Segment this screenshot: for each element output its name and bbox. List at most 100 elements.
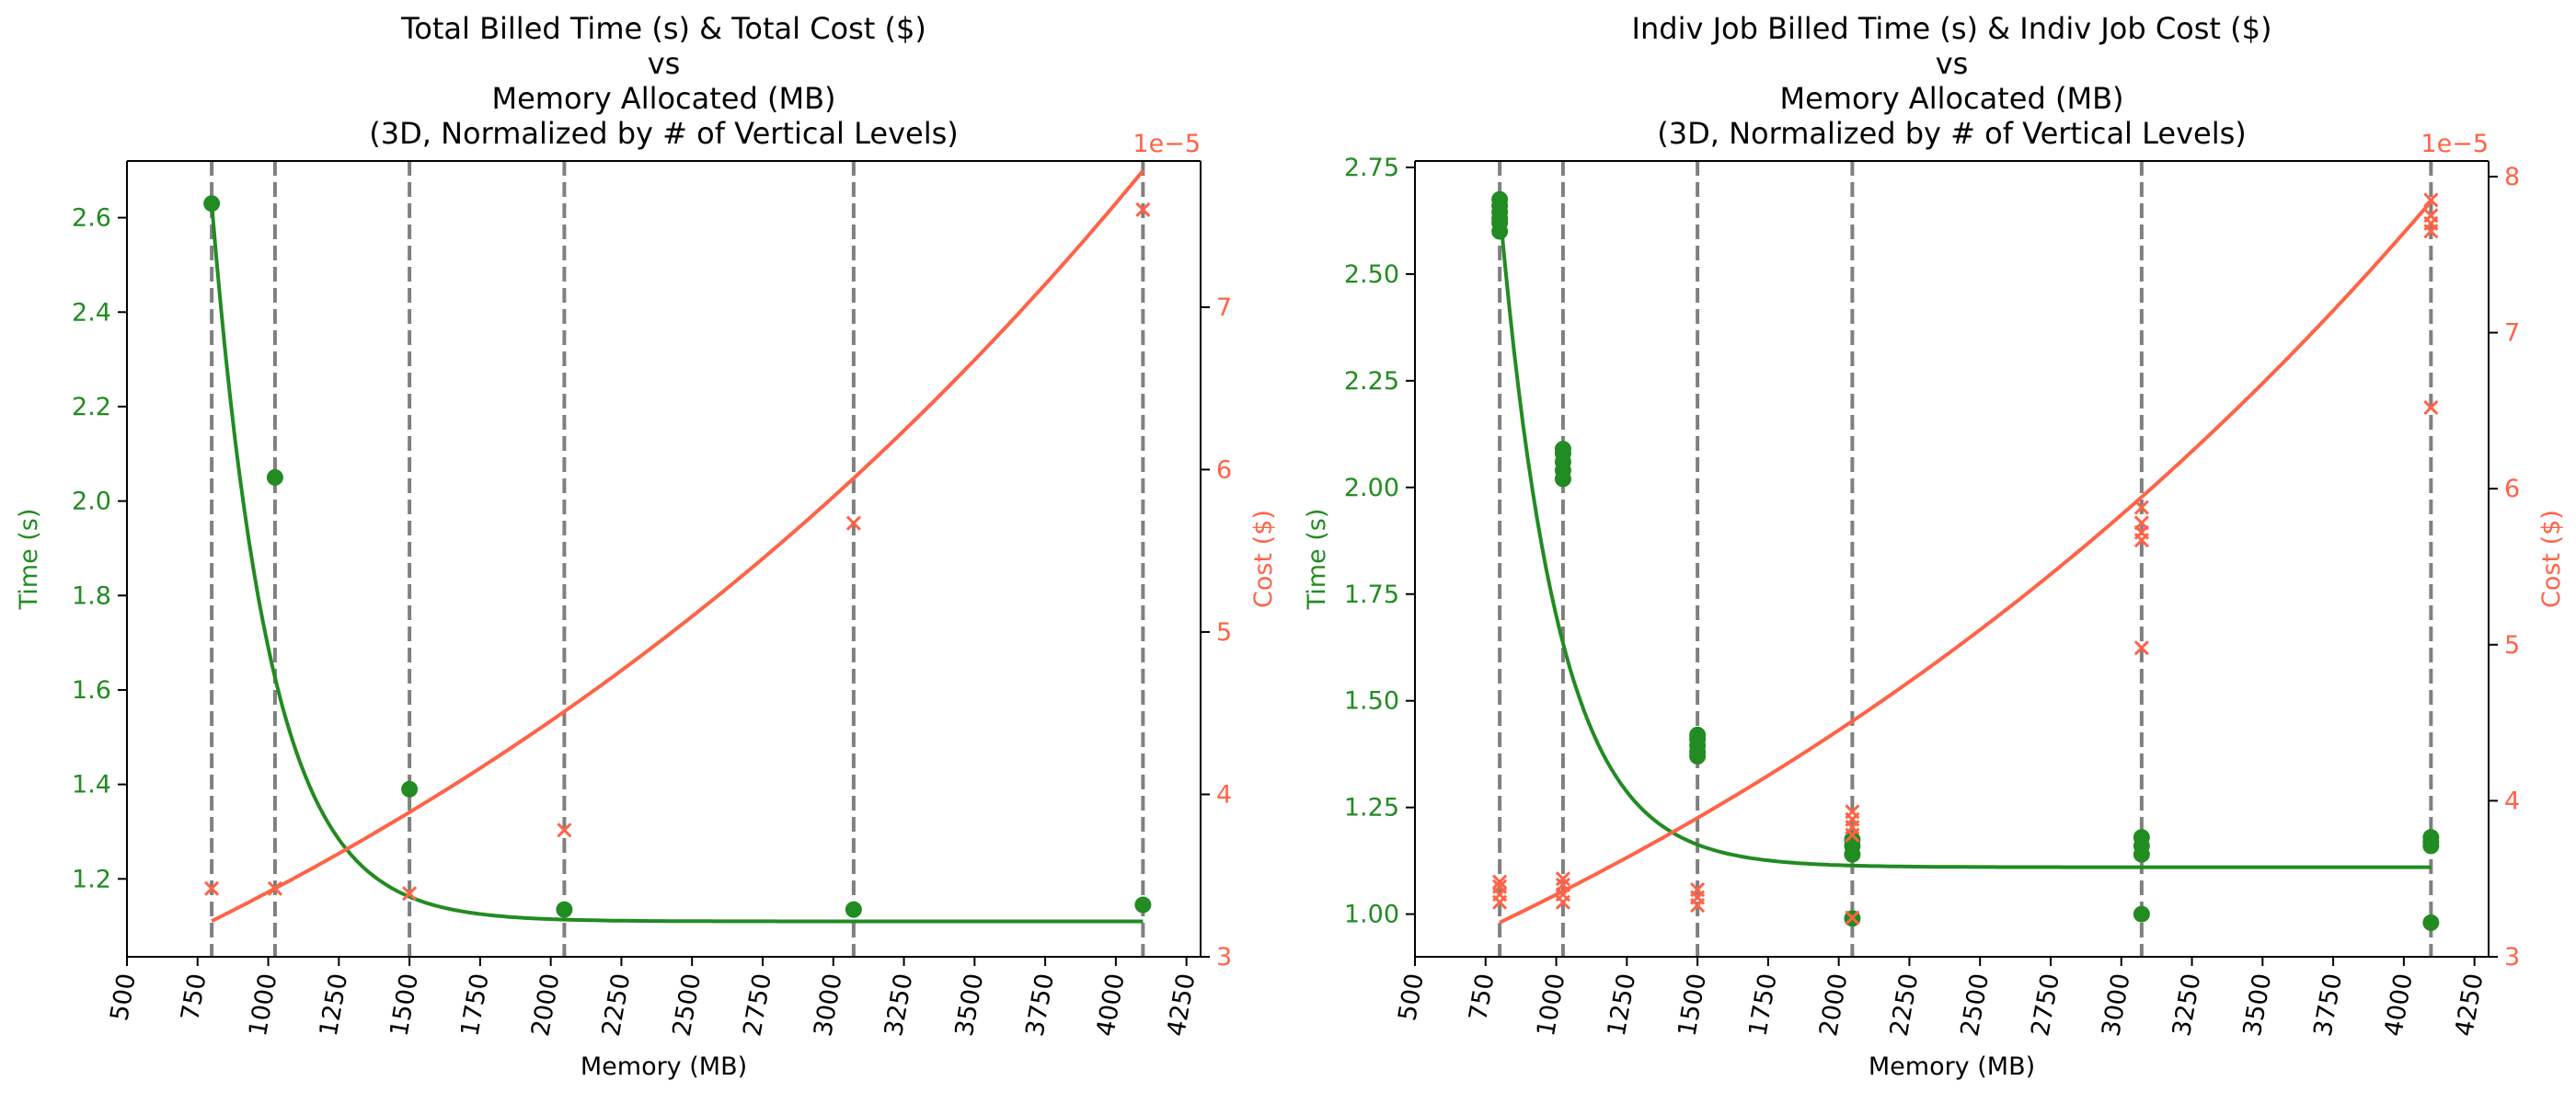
time-point: [845, 901, 862, 918]
y-left-tick-label: 1.2: [72, 865, 111, 893]
cost-point: [2133, 515, 2149, 531]
x-tick-label: 2250: [597, 972, 636, 1039]
y-right-tick-label: 7: [2504, 319, 2520, 348]
x-tick-label: 1250: [315, 972, 353, 1039]
cost-point-stroke: [2423, 192, 2439, 208]
cost-point-stroke: [1845, 804, 1860, 820]
x-tick-label: 4000: [2379, 972, 2418, 1039]
y-left-tick-label: 1.00: [1344, 901, 1399, 929]
cost-point-stroke: [204, 880, 220, 896]
x-tick-label: 1500: [1673, 972, 1712, 1039]
x-tick-label: 3750: [1021, 972, 1060, 1039]
cost-point: [1555, 877, 1570, 893]
time-point: [1491, 190, 1509, 208]
x-tick-label: 750: [176, 972, 212, 1023]
y-right-tick-label: 5: [1216, 618, 1232, 647]
y-left-tick-label: 1.8: [72, 581, 111, 610]
cost-point: [2133, 640, 2149, 656]
cost-point-stroke: [2423, 208, 2439, 224]
x-tick-label: 1000: [244, 972, 282, 1039]
cost-point: [557, 822, 572, 838]
x-tick-label: 3750: [2309, 972, 2348, 1039]
y-right-tick-label: 5: [2504, 631, 2520, 660]
chart-title-line: (3D, Normalized by # of Vertical Levels): [369, 116, 958, 151]
y-left-tick-label: 2.25: [1344, 367, 1399, 396]
cost-point-stroke: [1845, 910, 1860, 926]
time-point: [2133, 829, 2150, 846]
y-right-tick-label: 8: [2504, 163, 2520, 191]
cost-point-stroke: [1135, 201, 1151, 218]
x-tick-label: 3500: [950, 972, 989, 1039]
time-point: [1554, 441, 1571, 458]
cost-point: [1555, 871, 1570, 887]
x-tick-label: 1750: [455, 972, 494, 1039]
chart-title-line: Memory Allocated (MB): [491, 81, 835, 116]
chart-title-line: Memory Allocated (MB): [1779, 81, 2123, 116]
y-right-tick-label: 6: [1216, 455, 1232, 484]
cost-point: [1135, 201, 1151, 218]
chart-title-line: (3D, Normalized by # of Vertical Levels): [1657, 116, 2246, 151]
time-point: [1689, 726, 1707, 743]
y-left-axis-label: Time (s): [1303, 509, 1331, 611]
x-tick-label: 2000: [1814, 972, 1853, 1039]
cost-point-stroke: [1555, 871, 1570, 887]
x-axis-label: Memory (MB): [1869, 1052, 2035, 1081]
time-point: [2133, 905, 2150, 923]
x-tick-label: 4250: [1162, 972, 1201, 1039]
x-tick-label: 2250: [1885, 972, 1924, 1039]
y-left-tick-label: 2.2: [72, 393, 111, 421]
cost-point: [204, 880, 220, 896]
x-tick-label: 2750: [2026, 972, 2064, 1039]
x-tick-label: 4250: [2450, 972, 2489, 1039]
time-point: [2422, 829, 2440, 846]
y-left-tick-label: 2.00: [1344, 474, 1399, 502]
cost-point: [1845, 804, 1860, 820]
x-tick-label: 3000: [2097, 972, 2135, 1039]
cost-point-stroke: [2133, 500, 2149, 515]
y-left-tick-label: 2.0: [72, 488, 111, 516]
y-left-axis-label: Time (s): [15, 509, 43, 611]
y-left-tick-label: 1.6: [72, 676, 111, 705]
cost-point-stroke: [2133, 515, 2149, 531]
y-right-axis-label: Cost ($): [1249, 510, 1278, 608]
y-left-tick-label: 1.4: [72, 771, 111, 799]
x-tick-label: 1250: [1603, 972, 1641, 1039]
time-point: [1134, 896, 1152, 914]
x-tick-label: 750: [1464, 972, 1500, 1023]
time-fit-curve: [1498, 207, 2432, 869]
y-right-tick-label: 6: [2504, 475, 2520, 503]
cost-fit-curve: [1499, 200, 2432, 925]
y-left-tick-label: 1.25: [1344, 794, 1399, 822]
cost-point: [845, 515, 861, 531]
y-right-tick-label: 3: [1216, 943, 1232, 972]
x-tick-label: 1500: [385, 972, 424, 1039]
chart-panel-individual: Indiv Job Billed Time (s) & Indiv Job Co…: [1303, 11, 2566, 1081]
chart-title-line: Indiv Job Billed Time (s) & Indiv Job Co…: [1632, 11, 2272, 46]
cost-point: [1492, 874, 1508, 890]
x-tick-label: 3250: [2168, 972, 2206, 1039]
y-right-tick-label: 4: [2504, 787, 2520, 815]
cost-point: [402, 886, 418, 902]
time-point: [556, 901, 573, 918]
y-left-tick-label: 1.75: [1344, 581, 1399, 609]
chart-title-line: vs: [1936, 46, 1969, 81]
cost-point: [2423, 192, 2439, 208]
y-right-tick-label: 4: [1216, 780, 1232, 809]
chart-title-line: vs: [648, 46, 681, 81]
x-tick-label: 2500: [1956, 972, 1995, 1039]
time-point: [401, 780, 419, 798]
cost-point-stroke: [402, 886, 418, 902]
cost-point-stroke: [1492, 879, 1508, 894]
y-right-tick-label: 7: [1216, 293, 1232, 322]
cost-point: [1690, 882, 1706, 898]
cost-point-stroke: [267, 880, 282, 896]
time-point: [203, 195, 221, 213]
x-tick-label: 4000: [1091, 972, 1130, 1039]
time-point: [2422, 914, 2440, 931]
y-left-tick-label: 2.6: [72, 204, 111, 233]
x-tick-label: 3500: [2238, 972, 2277, 1039]
cost-point: [2423, 208, 2439, 224]
cost-point-stroke: [557, 822, 572, 838]
x-tick-label: 3000: [809, 972, 847, 1039]
